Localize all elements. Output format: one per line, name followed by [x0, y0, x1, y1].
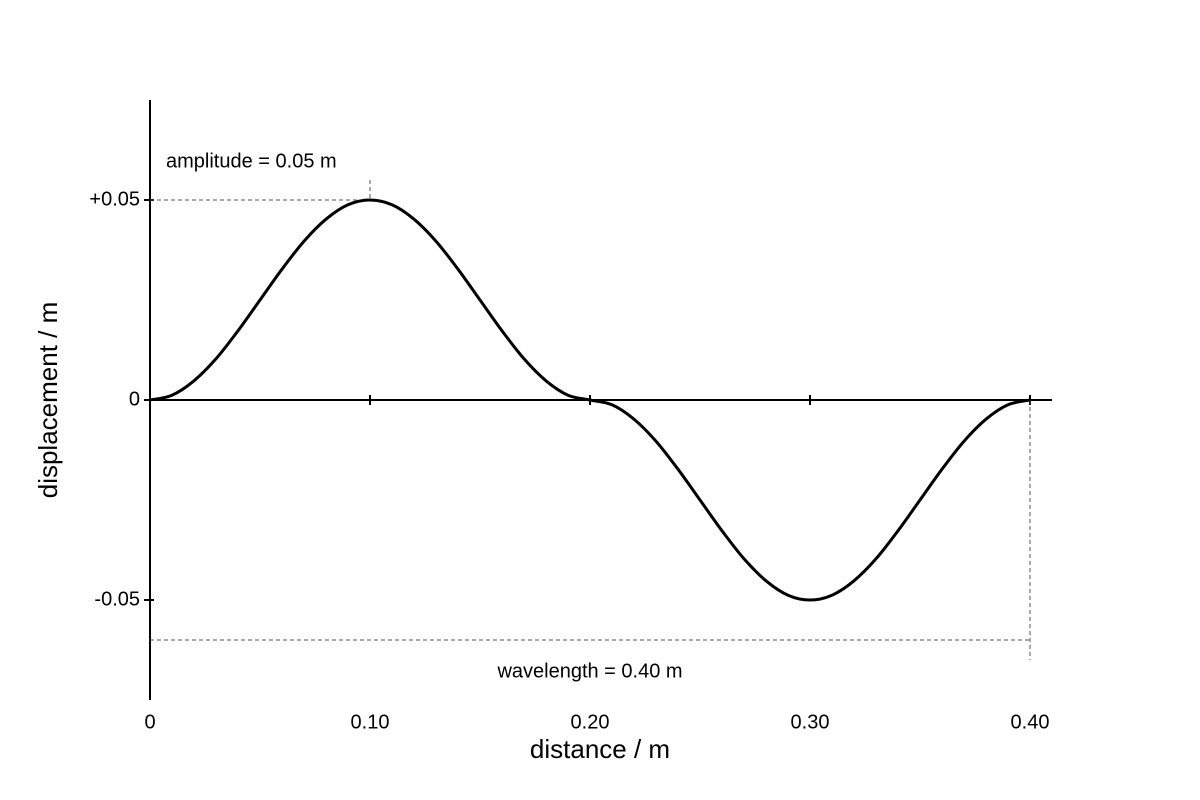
x-tick-label: 0.10 — [351, 711, 390, 733]
wavelength-annotation: wavelength = 0.40 m — [496, 660, 682, 682]
amplitude-guide — [150, 180, 371, 201]
wavelength-guide — [150, 400, 1031, 660]
y-tick-label: +0.05 — [89, 188, 140, 210]
x-tick-label: 0.20 — [571, 711, 610, 733]
amplitude-annotation: amplitude = 0.05 m — [166, 150, 337, 172]
wave-line — [149, 198, 1031, 602]
x-tick-label: 0 — [144, 711, 155, 733]
x-tick-label: 0.40 — [1011, 711, 1050, 733]
y-axis-label: displacement / m — [33, 302, 63, 499]
y-tick-label: -0.05 — [94, 588, 140, 610]
x-axis-label: distance / m — [530, 734, 670, 764]
x-tick-label: 0.30 — [791, 711, 830, 733]
y-tick-label: 0 — [129, 388, 140, 410]
